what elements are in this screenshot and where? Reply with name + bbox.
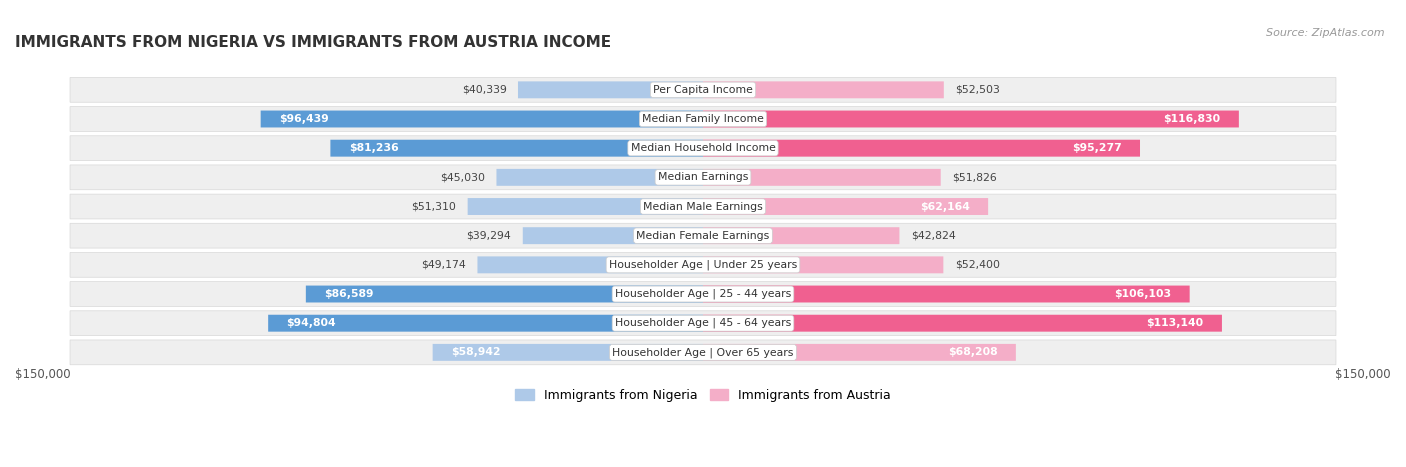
Text: Source: ZipAtlas.com: Source: ZipAtlas.com [1267, 28, 1385, 38]
Text: IMMIGRANTS FROM NIGERIA VS IMMIGRANTS FROM AUSTRIA INCOME: IMMIGRANTS FROM NIGERIA VS IMMIGRANTS FR… [15, 35, 612, 50]
Text: $150,000: $150,000 [1336, 368, 1391, 382]
Text: $51,310: $51,310 [412, 202, 456, 212]
FancyBboxPatch shape [703, 198, 988, 215]
Text: $95,277: $95,277 [1071, 143, 1122, 153]
FancyBboxPatch shape [269, 315, 703, 332]
FancyBboxPatch shape [703, 344, 1017, 361]
FancyBboxPatch shape [496, 169, 703, 186]
FancyBboxPatch shape [517, 81, 703, 98]
FancyBboxPatch shape [307, 285, 703, 303]
Text: $68,208: $68,208 [948, 347, 997, 357]
Text: $58,942: $58,942 [451, 347, 501, 357]
FancyBboxPatch shape [523, 227, 703, 244]
Text: Median Family Income: Median Family Income [643, 114, 763, 124]
Text: $51,826: $51,826 [952, 172, 997, 182]
FancyBboxPatch shape [703, 285, 1189, 303]
Legend: Immigrants from Nigeria, Immigrants from Austria: Immigrants from Nigeria, Immigrants from… [510, 384, 896, 407]
Text: $42,824: $42,824 [911, 231, 956, 241]
FancyBboxPatch shape [70, 282, 1336, 306]
FancyBboxPatch shape [703, 81, 943, 98]
Text: $116,830: $116,830 [1163, 114, 1220, 124]
FancyBboxPatch shape [70, 136, 1336, 161]
FancyBboxPatch shape [468, 198, 703, 215]
FancyBboxPatch shape [330, 140, 703, 156]
Text: $86,589: $86,589 [325, 289, 374, 299]
Text: $81,236: $81,236 [349, 143, 398, 153]
Text: $96,439: $96,439 [278, 114, 329, 124]
Text: Householder Age | Under 25 years: Householder Age | Under 25 years [609, 260, 797, 270]
Text: Householder Age | 25 - 44 years: Householder Age | 25 - 44 years [614, 289, 792, 299]
Text: $52,400: $52,400 [955, 260, 1000, 270]
FancyBboxPatch shape [703, 227, 900, 244]
FancyBboxPatch shape [703, 169, 941, 186]
Text: $94,804: $94,804 [287, 318, 336, 328]
FancyBboxPatch shape [478, 256, 703, 273]
FancyBboxPatch shape [70, 223, 1336, 248]
Text: $150,000: $150,000 [15, 368, 70, 382]
FancyBboxPatch shape [70, 78, 1336, 102]
Text: $39,294: $39,294 [467, 231, 512, 241]
Text: Per Capita Income: Per Capita Income [652, 85, 754, 95]
FancyBboxPatch shape [70, 340, 1336, 365]
Text: $106,103: $106,103 [1114, 289, 1171, 299]
Text: Median Male Earnings: Median Male Earnings [643, 202, 763, 212]
Text: $45,030: $45,030 [440, 172, 485, 182]
FancyBboxPatch shape [703, 140, 1140, 156]
Text: Householder Age | Over 65 years: Householder Age | Over 65 years [612, 347, 794, 358]
FancyBboxPatch shape [70, 311, 1336, 336]
FancyBboxPatch shape [703, 111, 1239, 127]
FancyBboxPatch shape [70, 106, 1336, 131]
FancyBboxPatch shape [260, 111, 703, 127]
Text: Median Earnings: Median Earnings [658, 172, 748, 182]
Text: $49,174: $49,174 [422, 260, 465, 270]
Text: Householder Age | 45 - 64 years: Householder Age | 45 - 64 years [614, 318, 792, 328]
FancyBboxPatch shape [70, 253, 1336, 277]
Text: $62,164: $62,164 [920, 202, 970, 212]
Text: $52,503: $52,503 [955, 85, 1000, 95]
Text: $40,339: $40,339 [461, 85, 506, 95]
Text: $113,140: $113,140 [1146, 318, 1204, 328]
FancyBboxPatch shape [433, 344, 703, 361]
Text: Median Female Earnings: Median Female Earnings [637, 231, 769, 241]
FancyBboxPatch shape [703, 256, 943, 273]
FancyBboxPatch shape [70, 194, 1336, 219]
FancyBboxPatch shape [70, 165, 1336, 190]
FancyBboxPatch shape [703, 315, 1222, 332]
Text: Median Household Income: Median Household Income [630, 143, 776, 153]
